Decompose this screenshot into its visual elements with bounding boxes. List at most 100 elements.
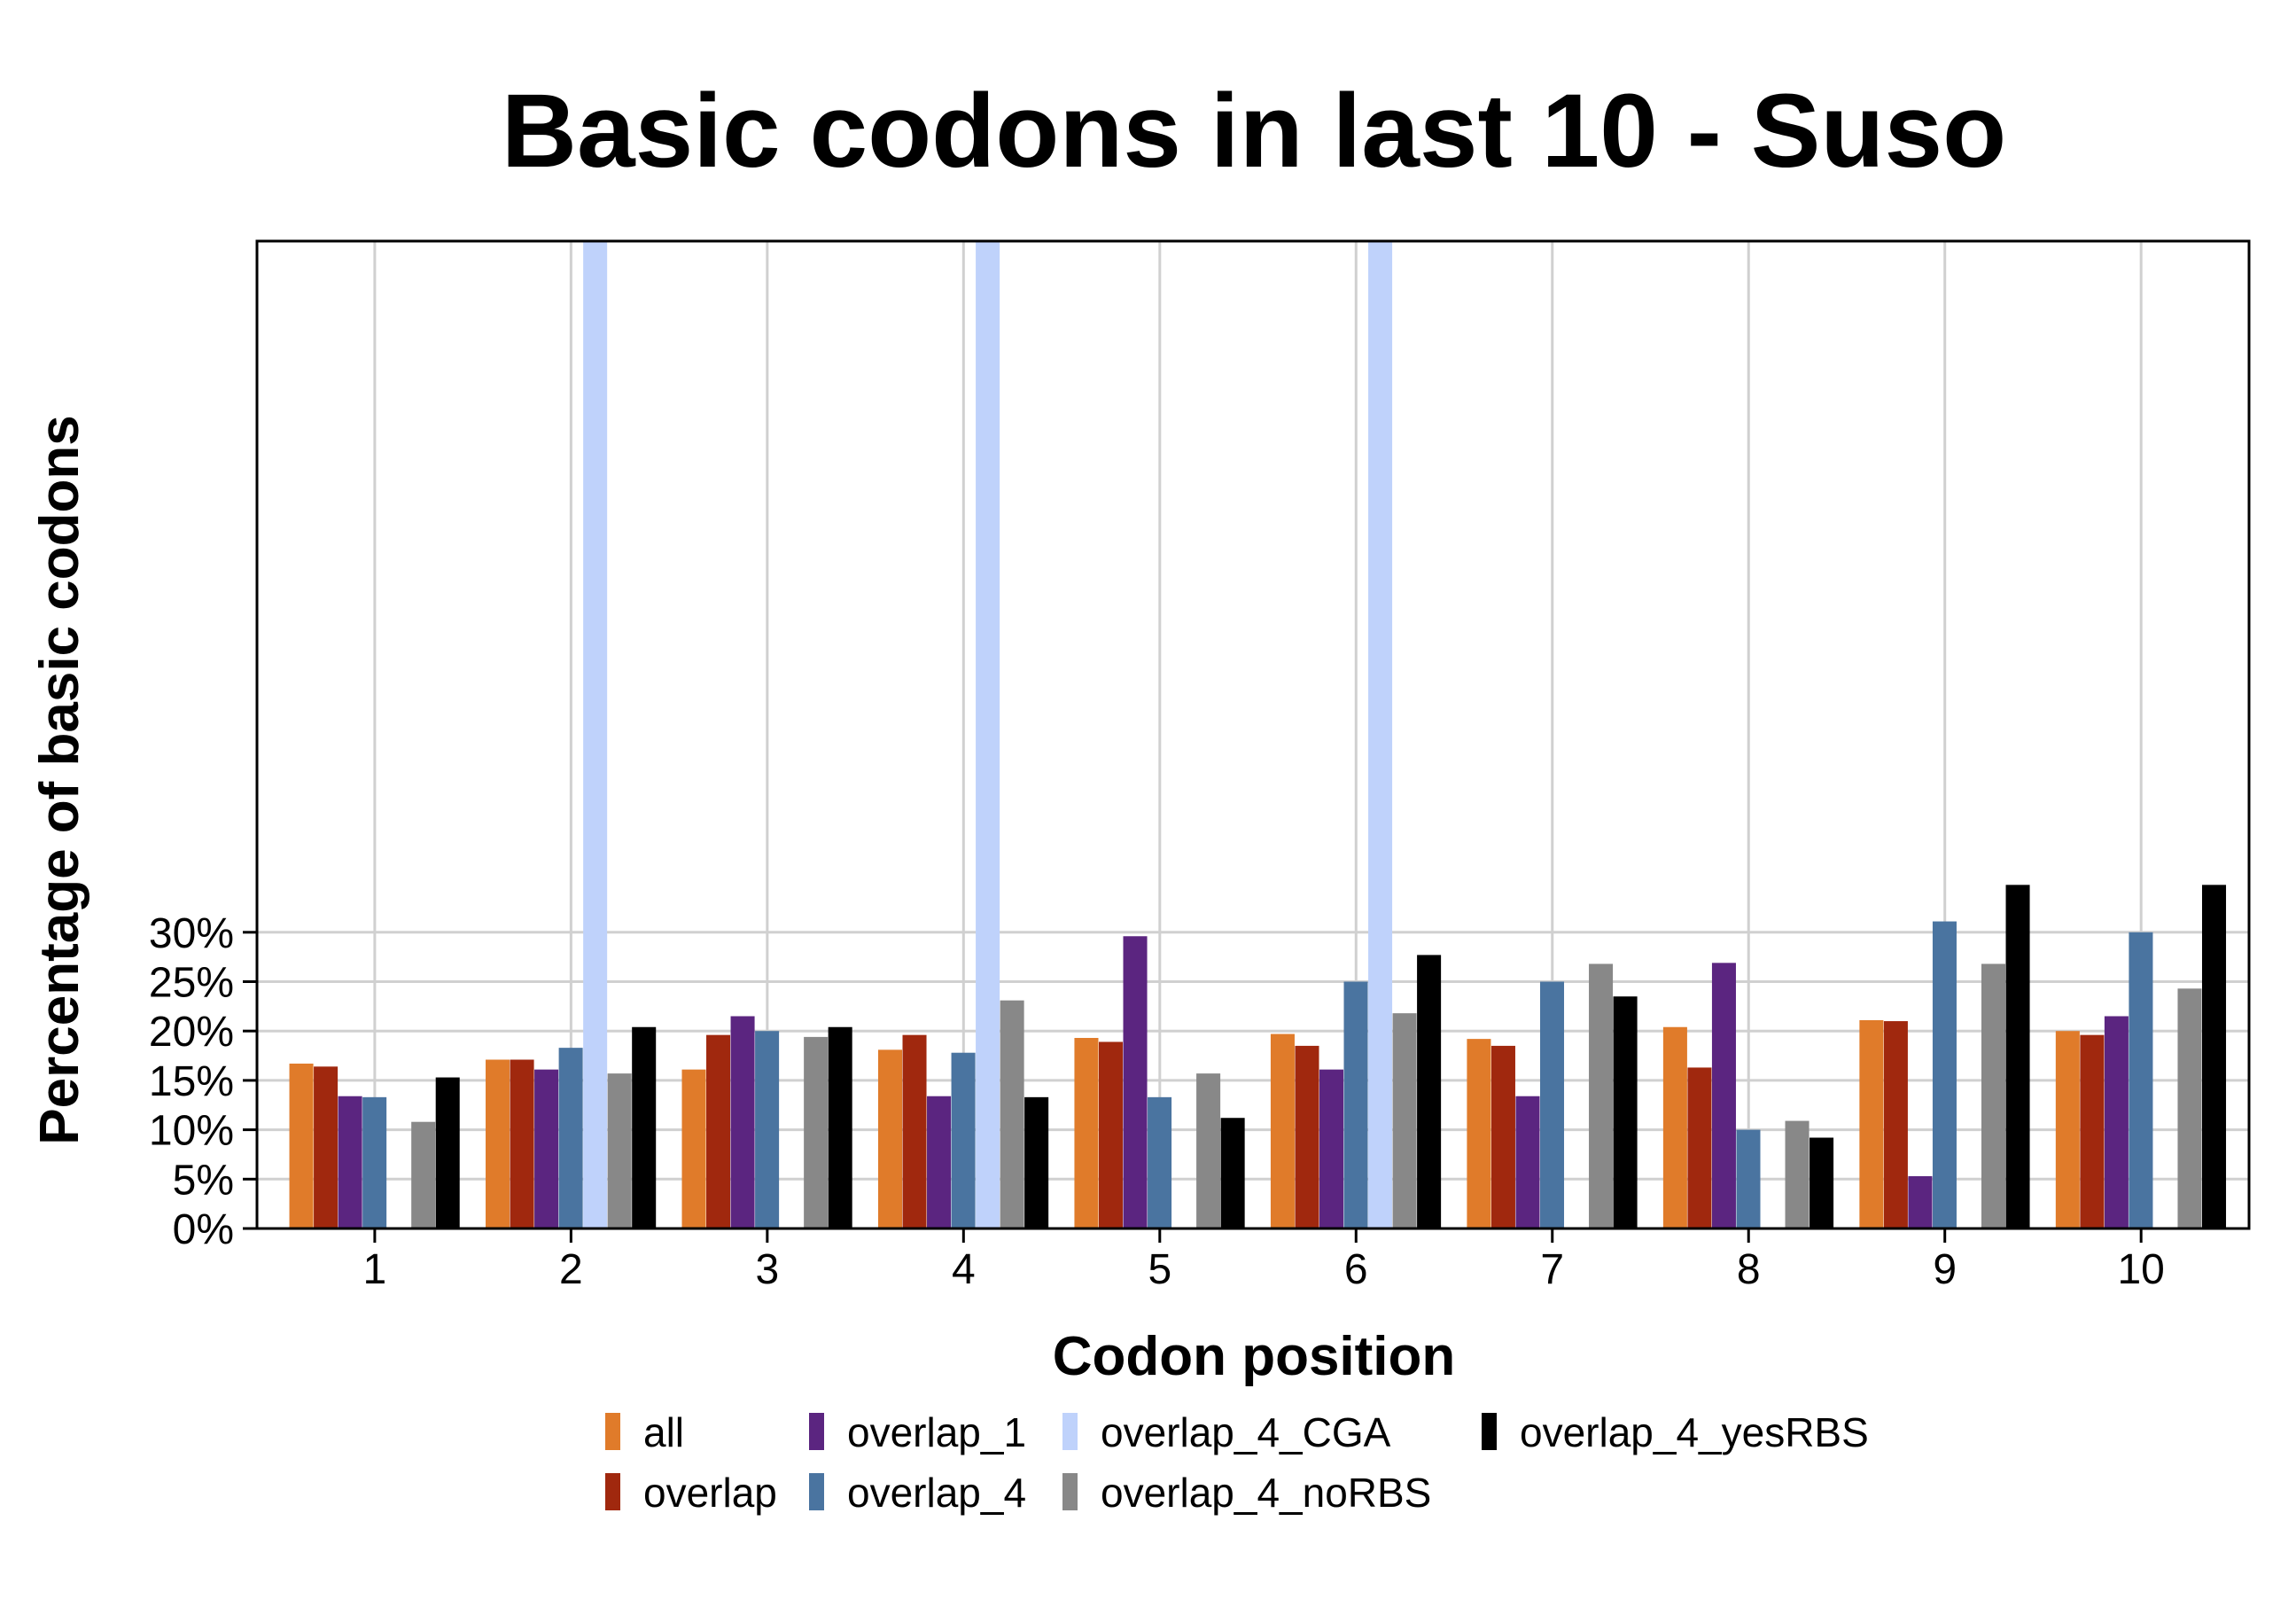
legend-label-overlap-4-noRBS: overlap_4_noRBS <box>1101 1470 1431 1516</box>
bar-overlap-4-6 <box>1343 981 1368 1228</box>
legend-swatch-overlap-1 <box>809 1413 824 1450</box>
bar-overlap-4-CGA-2 <box>583 241 608 1228</box>
bar-overlap-9 <box>1883 1021 1908 1228</box>
bar-all-3 <box>681 1069 706 1228</box>
bar-overlap-4-yesRBS-10 <box>2202 885 2227 1228</box>
legend-label-overlap-4-yesRBS: overlap_4_yesRBS <box>1520 1409 1869 1455</box>
y-tick-label: 10% <box>149 1108 234 1155</box>
legend-swatch-overlap-4-CGA <box>1062 1413 1078 1450</box>
bar-overlap-4-5 <box>1148 1096 1172 1228</box>
bar-overlap-2 <box>510 1059 534 1228</box>
bar-overlap-4-1 <box>362 1096 387 1228</box>
bar-overlap-4-yesRBS-7 <box>1613 996 1638 1228</box>
bar-overlap-4-noRBS-6 <box>1392 1013 1417 1228</box>
bar-all-5 <box>1074 1037 1099 1228</box>
y-axis-label: Percentage of basic codons <box>29 415 90 1144</box>
bar-overlap-1-1 <box>338 1096 362 1228</box>
bar-overlap-4-10 <box>2129 932 2153 1228</box>
x-tick-label: 5 <box>1148 1246 1171 1293</box>
bar-overlap-3 <box>706 1034 731 1228</box>
bar-all-10 <box>2055 1031 2080 1228</box>
bar-overlap-1-8 <box>1711 963 1736 1228</box>
x-tick-label: 3 <box>755 1246 779 1293</box>
legend-swatch-all <box>605 1413 620 1450</box>
bar-all-8 <box>1662 1026 1687 1228</box>
bar-overlap-4-9 <box>1932 921 1957 1228</box>
y-tick-label: 25% <box>149 960 234 1007</box>
bar-all-2 <box>486 1059 510 1228</box>
bar-overlap-4-2 <box>558 1048 583 1228</box>
bar-overlap-1-10 <box>2104 1016 2129 1228</box>
bar-overlap-4-noRBS-2 <box>607 1073 632 1228</box>
bar-all-1 <box>289 1063 314 1228</box>
bar-overlap-4-noRBS-7 <box>1589 963 1614 1228</box>
bar-overlap-4-noRBS-9 <box>1981 963 2006 1228</box>
bar-overlap-4-yesRBS-4 <box>1024 1096 1049 1228</box>
bar-overlap-4-noRBS-3 <box>804 1036 829 1228</box>
y-tick-label: 0% <box>173 1206 234 1253</box>
bars-layer <box>289 241 2227 1228</box>
bar-overlap-4-yesRBS-1 <box>435 1077 460 1228</box>
bar-overlap-1-6 <box>1319 1069 1344 1228</box>
bar-overlap-7 <box>1490 1045 1515 1228</box>
x-tick-label: 9 <box>1933 1246 1957 1293</box>
bar-overlap-4-noRBS-10 <box>2177 988 2202 1228</box>
bar-overlap-4-7 <box>1539 981 1565 1228</box>
x-tick-label: 2 <box>559 1246 583 1293</box>
legend-label-all: all <box>643 1409 684 1455</box>
bar-overlap-4-yesRBS-6 <box>1417 955 1442 1228</box>
bar-all-6 <box>1270 1034 1295 1228</box>
bar-overlap-6 <box>1295 1045 1319 1228</box>
x-tick-label: 1 <box>363 1246 387 1293</box>
bar-overlap-4-noRBS-8 <box>1785 1120 1810 1228</box>
y-tick-label: 20% <box>149 1009 234 1056</box>
legend-label-overlap: overlap <box>643 1470 777 1516</box>
bar-overlap-4-3 <box>755 1031 780 1228</box>
bar-overlap-1-5 <box>1123 936 1148 1228</box>
bar-overlap-4-noRBS-4 <box>1000 1000 1024 1228</box>
bar-overlap-1 <box>314 1066 339 1228</box>
bar-overlap-4-CGA-6 <box>1368 241 1393 1228</box>
plot-frame <box>255 239 2251 1230</box>
bar-overlap-1-4 <box>927 1096 952 1228</box>
bar-overlap-4-noRBS-1 <box>411 1121 436 1228</box>
bar-overlap-4-8 <box>1736 1129 1761 1228</box>
x-tick-label: 10 <box>2117 1246 2164 1293</box>
legend-label-overlap-4-CGA: overlap_4_CGA <box>1101 1409 1391 1455</box>
y-tick-label: 30% <box>149 910 234 957</box>
bar-overlap-1-7 <box>1515 1096 1540 1228</box>
y-tick-label: 5% <box>173 1157 234 1204</box>
bar-overlap-4 <box>902 1034 927 1228</box>
legend-label-overlap-1: overlap_1 <box>847 1409 1026 1455</box>
bar-overlap-4-4 <box>951 1052 976 1228</box>
bar-overlap-4-CGA-4 <box>976 241 1000 1228</box>
bar-overlap-4-yesRBS-3 <box>828 1026 852 1228</box>
x-tick-label: 7 <box>1540 1246 1564 1293</box>
legend: all overlap overlap_1 overlap_4 overlap_4_CG… <box>605 1409 1869 1516</box>
legend-swatch-overlap <box>605 1473 620 1510</box>
y-tick-label: 15% <box>149 1058 234 1105</box>
x-tick-label: 8 <box>1737 1246 1761 1293</box>
bar-overlap-1-3 <box>730 1016 755 1228</box>
bar-overlap-8 <box>1687 1067 1712 1228</box>
bar-overlap-1-2 <box>534 1069 559 1228</box>
bar-all-4 <box>877 1049 903 1228</box>
bar-overlap-4-yesRBS-8 <box>1810 1137 1834 1228</box>
x-axis-label: Codon position <box>1053 1326 1456 1387</box>
chart-title: Basic codons in last 10 - Suso <box>502 73 2006 190</box>
bar-all-7 <box>1467 1039 1491 1228</box>
bar-overlap-1-9 <box>1908 1175 1933 1228</box>
bar-overlap-5 <box>1098 1041 1124 1228</box>
bar-overlap-10 <box>2080 1034 2105 1228</box>
legend-label-overlap-4: overlap_4 <box>847 1470 1026 1516</box>
bar-overlap-4-yesRBS-2 <box>632 1026 657 1228</box>
x-tick-label: 4 <box>952 1246 976 1293</box>
bar-overlap-4-noRBS-5 <box>1196 1073 1221 1228</box>
axis-layer: 0%5%10%15%20%25%30% 1 2 3 4 5 6 7 8 9 10 <box>149 910 2165 1293</box>
x-tick-label: 6 <box>1344 1246 1368 1293</box>
bar-overlap-4-yesRBS-5 <box>1220 1118 1245 1228</box>
bar-all-9 <box>1859 1019 1884 1228</box>
legend-swatch-overlap-4-noRBS <box>1062 1473 1078 1510</box>
